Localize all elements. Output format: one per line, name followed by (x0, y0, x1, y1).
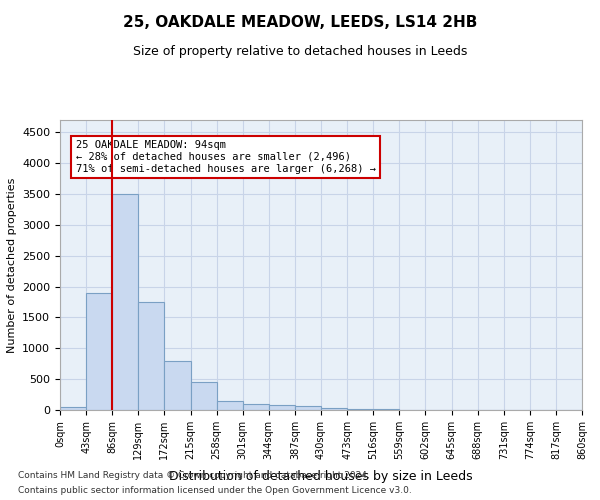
Bar (217, 400, 243, 410)
Bar (139, 302, 164, 410)
Bar (164, 360, 191, 410)
X-axis label: Distribution of detached houses by size in Leeds: Distribution of detached houses by size … (169, 470, 473, 483)
Bar (112, 194, 139, 410)
Bar (269, 406, 295, 410)
Text: 25, OAKDALE MEADOW, LEEDS, LS14 2HB: 25, OAKDALE MEADOW, LEEDS, LS14 2HB (123, 15, 477, 30)
Bar (347, 409, 373, 410)
Y-axis label: Number of detached properties: Number of detached properties (7, 178, 17, 352)
Bar (321, 408, 347, 410)
Text: Contains public sector information licensed under the Open Government Licence v3: Contains public sector information licen… (18, 486, 412, 495)
Bar (60, 407, 86, 410)
Bar (191, 382, 217, 410)
Text: 25 OAKDALE MEADOW: 94sqm
← 28% of detached houses are smaller (2,496)
71% of sem: 25 OAKDALE MEADOW: 94sqm ← 28% of detach… (76, 140, 376, 173)
Bar (242, 404, 269, 410)
Bar (295, 406, 321, 410)
Text: Size of property relative to detached houses in Leeds: Size of property relative to detached ho… (133, 45, 467, 58)
Text: Contains HM Land Registry data © Crown copyright and database right 2024.: Contains HM Land Registry data © Crown c… (18, 471, 370, 480)
Bar (86, 293, 112, 410)
